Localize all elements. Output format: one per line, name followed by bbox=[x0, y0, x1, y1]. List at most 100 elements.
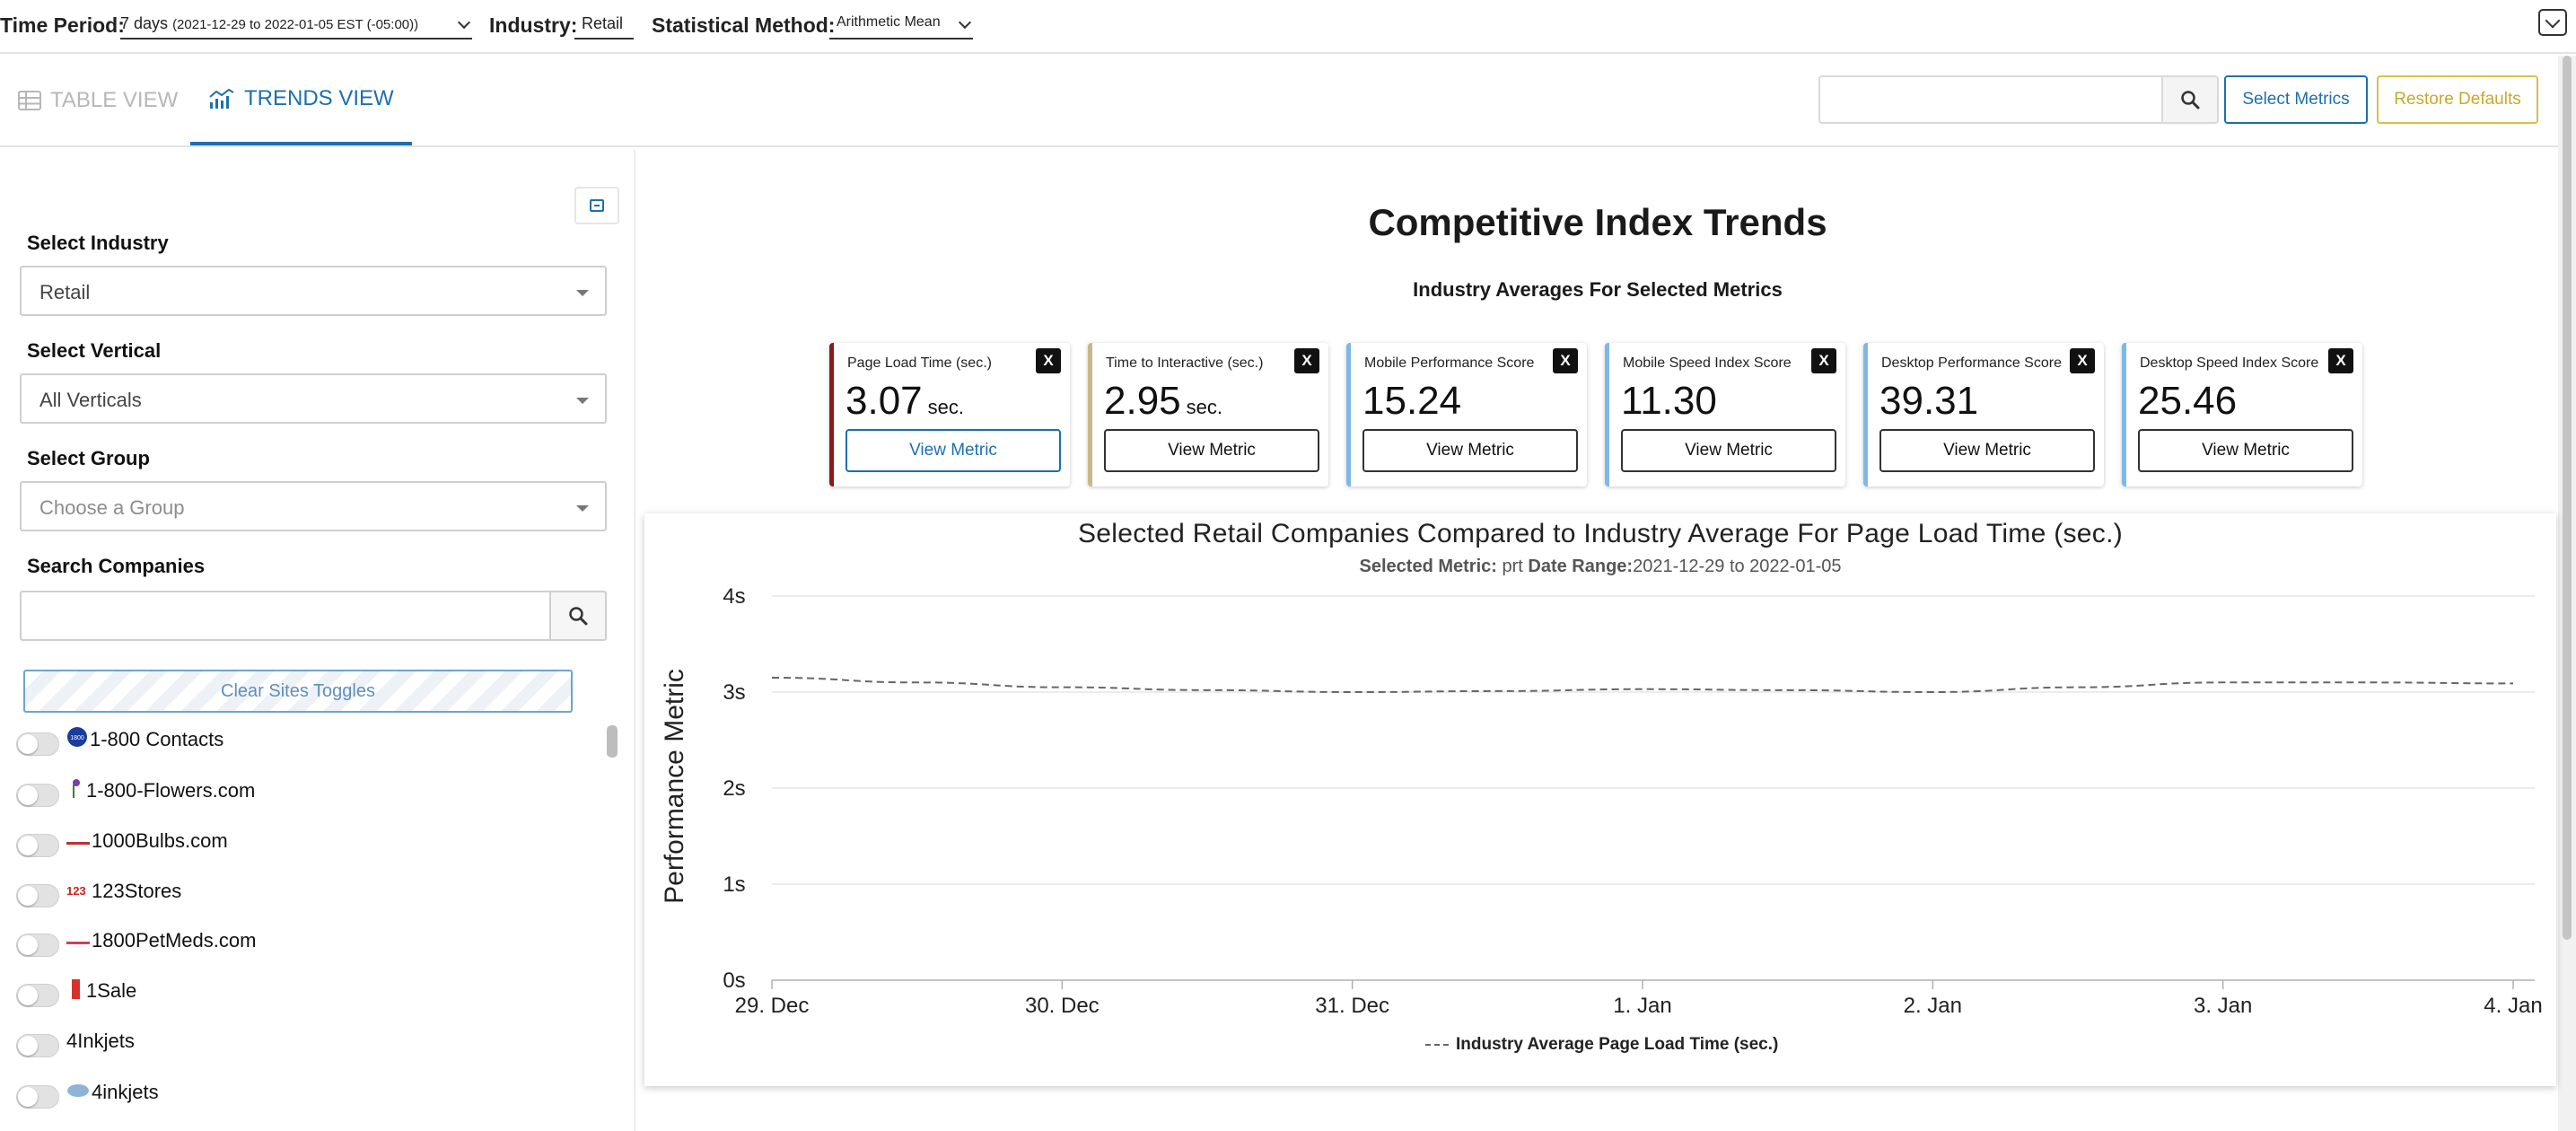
1-800-contacts-logo-icon: 1800 bbox=[66, 726, 88, 753]
tab-table-view-label: TABLE VIEW bbox=[50, 88, 179, 112]
123stores-logo-icon: 123 bbox=[66, 880, 90, 903]
company-toggle[interactable] bbox=[16, 984, 59, 1007]
metric-card: Mobile Performance Score X 15.24 View Me… bbox=[1346, 343, 1587, 487]
company-name: 123Stores bbox=[92, 880, 182, 902]
view-metric-button[interactable]: View Metric bbox=[1621, 429, 1836, 472]
metric-value-row: 15.24 bbox=[1362, 379, 1461, 424]
company-name: 4Inkjets bbox=[66, 1030, 135, 1052]
metric-value: 39.31 bbox=[1879, 379, 1979, 423]
group-dropdown[interactable]: Choose a Group bbox=[20, 481, 607, 531]
metric-value: 15.24 bbox=[1362, 379, 1462, 423]
search-companies-label: Search Companies bbox=[27, 555, 206, 577]
metric-value: 11.30 bbox=[1621, 379, 1717, 423]
select-industry-label: Select Industry bbox=[27, 232, 169, 254]
remove-metric-button[interactable]: X bbox=[1811, 348, 1836, 373]
company-item[interactable]: 123 123Stores bbox=[16, 873, 181, 909]
view-metric-button[interactable]: View Metric bbox=[1362, 429, 1578, 472]
industry-dropdown[interactable]: Retail bbox=[20, 266, 607, 316]
company-toggle[interactable] bbox=[16, 732, 59, 756]
metric-unit: sec. bbox=[1186, 396, 1222, 418]
remove-metric-button[interactable]: X bbox=[2070, 348, 2095, 373]
remove-metric-button[interactable]: X bbox=[1294, 348, 1319, 373]
chart-legend-item[interactable]: Industry Average Page Load Time (sec.) bbox=[1425, 1035, 1778, 1055]
time-period-select[interactable]: 7 days (2021-12-29 to 2022-01-05 EST (-0… bbox=[120, 14, 472, 39]
company-item[interactable]: 4inkjets bbox=[16, 1074, 159, 1110]
metric-label: Desktop Speed Index Score bbox=[2140, 355, 2319, 371]
legend-label: Industry Average Page Load Time (sec.) bbox=[1456, 1035, 1779, 1054]
metric-label: Mobile Speed Index Score bbox=[1623, 355, 1792, 371]
chart-line-icon bbox=[209, 88, 234, 109]
metric-card: Desktop Speed Index Score X 25.46 View M… bbox=[2122, 343, 2362, 487]
remove-metric-button[interactable]: X bbox=[2328, 348, 2353, 373]
caret-down-icon bbox=[576, 290, 589, 296]
chevron-down-icon bbox=[2545, 13, 2561, 29]
tab-table-view[interactable]: TABLE VIEW bbox=[0, 56, 196, 145]
industry-label: Industry: bbox=[489, 13, 578, 37]
company-toggle[interactable] bbox=[16, 884, 59, 907]
company-toggle[interactable] bbox=[16, 934, 59, 957]
view-metric-button[interactable]: View Metric bbox=[1104, 429, 1319, 472]
company-item[interactable]: 1800 1-800 Contacts bbox=[16, 722, 223, 758]
company-item[interactable]: 1000Bulbs.com bbox=[16, 823, 228, 859]
clear-sites-toggles-button[interactable]: Clear Sites Toggles bbox=[23, 670, 573, 713]
select-metrics-button[interactable]: Select Metrics bbox=[2224, 75, 2368, 124]
view-metric-button[interactable]: View Metric bbox=[2138, 429, 2353, 472]
collapse-filters-button[interactable] bbox=[2538, 9, 2567, 36]
metric-color-bar bbox=[1863, 343, 1868, 487]
company-item[interactable]: 1Sale bbox=[16, 973, 136, 1009]
page-scrollbar[interactable] bbox=[2558, 56, 2576, 1131]
company-item[interactable]: 4Inkjets bbox=[16, 1023, 135, 1059]
restore-defaults-button[interactable]: Restore Defaults bbox=[2377, 75, 2538, 124]
industry-select[interactable]: Retail bbox=[574, 14, 634, 39]
company-name: 1Sale bbox=[86, 979, 137, 1002]
company-name: 1800PetMeds.com bbox=[92, 929, 257, 951]
page-scrollbar-thumb[interactable] bbox=[2563, 56, 2572, 940]
metric-label: Page Load Time (sec.) bbox=[847, 355, 992, 371]
company-toggle[interactable] bbox=[16, 1034, 59, 1057]
metric-unit: sec. bbox=[927, 396, 964, 418]
selected-metric-label: Selected Metric: bbox=[1359, 557, 1497, 576]
metrics-search-button[interactable] bbox=[2161, 75, 2219, 124]
vertical-dropdown-value: All Verticals bbox=[39, 389, 142, 411]
metric-value: 3.07 bbox=[846, 379, 923, 423]
remove-metric-button[interactable]: X bbox=[1553, 348, 1578, 373]
metric-card: Time to Interactive (sec.) X 2.95 sec. Vi… bbox=[1088, 343, 1328, 487]
company-search-input[interactable] bbox=[20, 591, 551, 641]
statistical-method-select[interactable]: Arithmetic Mean bbox=[829, 14, 973, 39]
svg-text:1800: 1800 bbox=[70, 735, 84, 741]
company-search-button[interactable] bbox=[549, 591, 607, 641]
metric-label: Mobile Performance Score bbox=[1364, 355, 1535, 371]
vertical-dropdown[interactable]: All Verticals bbox=[20, 373, 607, 424]
view-tabs-row: TABLE VIEW TRENDS VIEW Select Metrics Re… bbox=[0, 56, 2558, 147]
company-item[interactable]: 1800PetMeds.com bbox=[16, 923, 256, 959]
minimize-sidebar-button[interactable] bbox=[574, 187, 619, 224]
metric-value: 25.46 bbox=[2138, 379, 2238, 423]
company-item[interactable]: 1-800-Flowers.com bbox=[16, 773, 255, 809]
caret-down-icon bbox=[576, 398, 589, 404]
1sale-logo-icon bbox=[66, 977, 84, 1005]
metric-value-row: 11.30 bbox=[1621, 379, 1717, 424]
dashed-line-legend-icon bbox=[1425, 1044, 1449, 1046]
view-metric-button[interactable]: View Metric bbox=[1879, 429, 2095, 472]
remove-metric-button[interactable]: X bbox=[1036, 348, 1061, 373]
company-toggle[interactable] bbox=[16, 834, 59, 857]
company-toggle[interactable] bbox=[16, 784, 59, 807]
metrics-search-input[interactable] bbox=[1818, 75, 2163, 124]
tab-trends-view[interactable]: TRENDS VIEW bbox=[190, 56, 412, 145]
company-list-scrollbar[interactable] bbox=[607, 725, 618, 758]
statistical-method-label: Statistical Method: bbox=[652, 13, 836, 37]
filters-sidebar: Select Industry Retail Select Vertical A… bbox=[0, 149, 635, 1131]
industry-value: Retail bbox=[582, 14, 624, 32]
flower-logo-icon bbox=[66, 777, 84, 804]
metric-label: Time to Interactive (sec.) bbox=[1106, 355, 1264, 371]
svg-text:123: 123 bbox=[66, 884, 86, 898]
company-name: 1-800 Contacts bbox=[90, 728, 224, 750]
metrics-subtitle: Industry Averages For Selected Metrics bbox=[1413, 278, 1783, 301]
view-metric-button[interactable]: View Metric bbox=[846, 429, 1061, 472]
metric-card: Desktop Performance Score X 39.31 View M… bbox=[1863, 343, 2104, 487]
chevron-down-icon bbox=[958, 15, 972, 30]
company-name: 1000Bulbs.com bbox=[92, 829, 228, 852]
company-toggle[interactable] bbox=[16, 1085, 59, 1109]
metric-color-bar bbox=[1088, 343, 1092, 487]
select-group-label: Select Group bbox=[27, 447, 150, 469]
